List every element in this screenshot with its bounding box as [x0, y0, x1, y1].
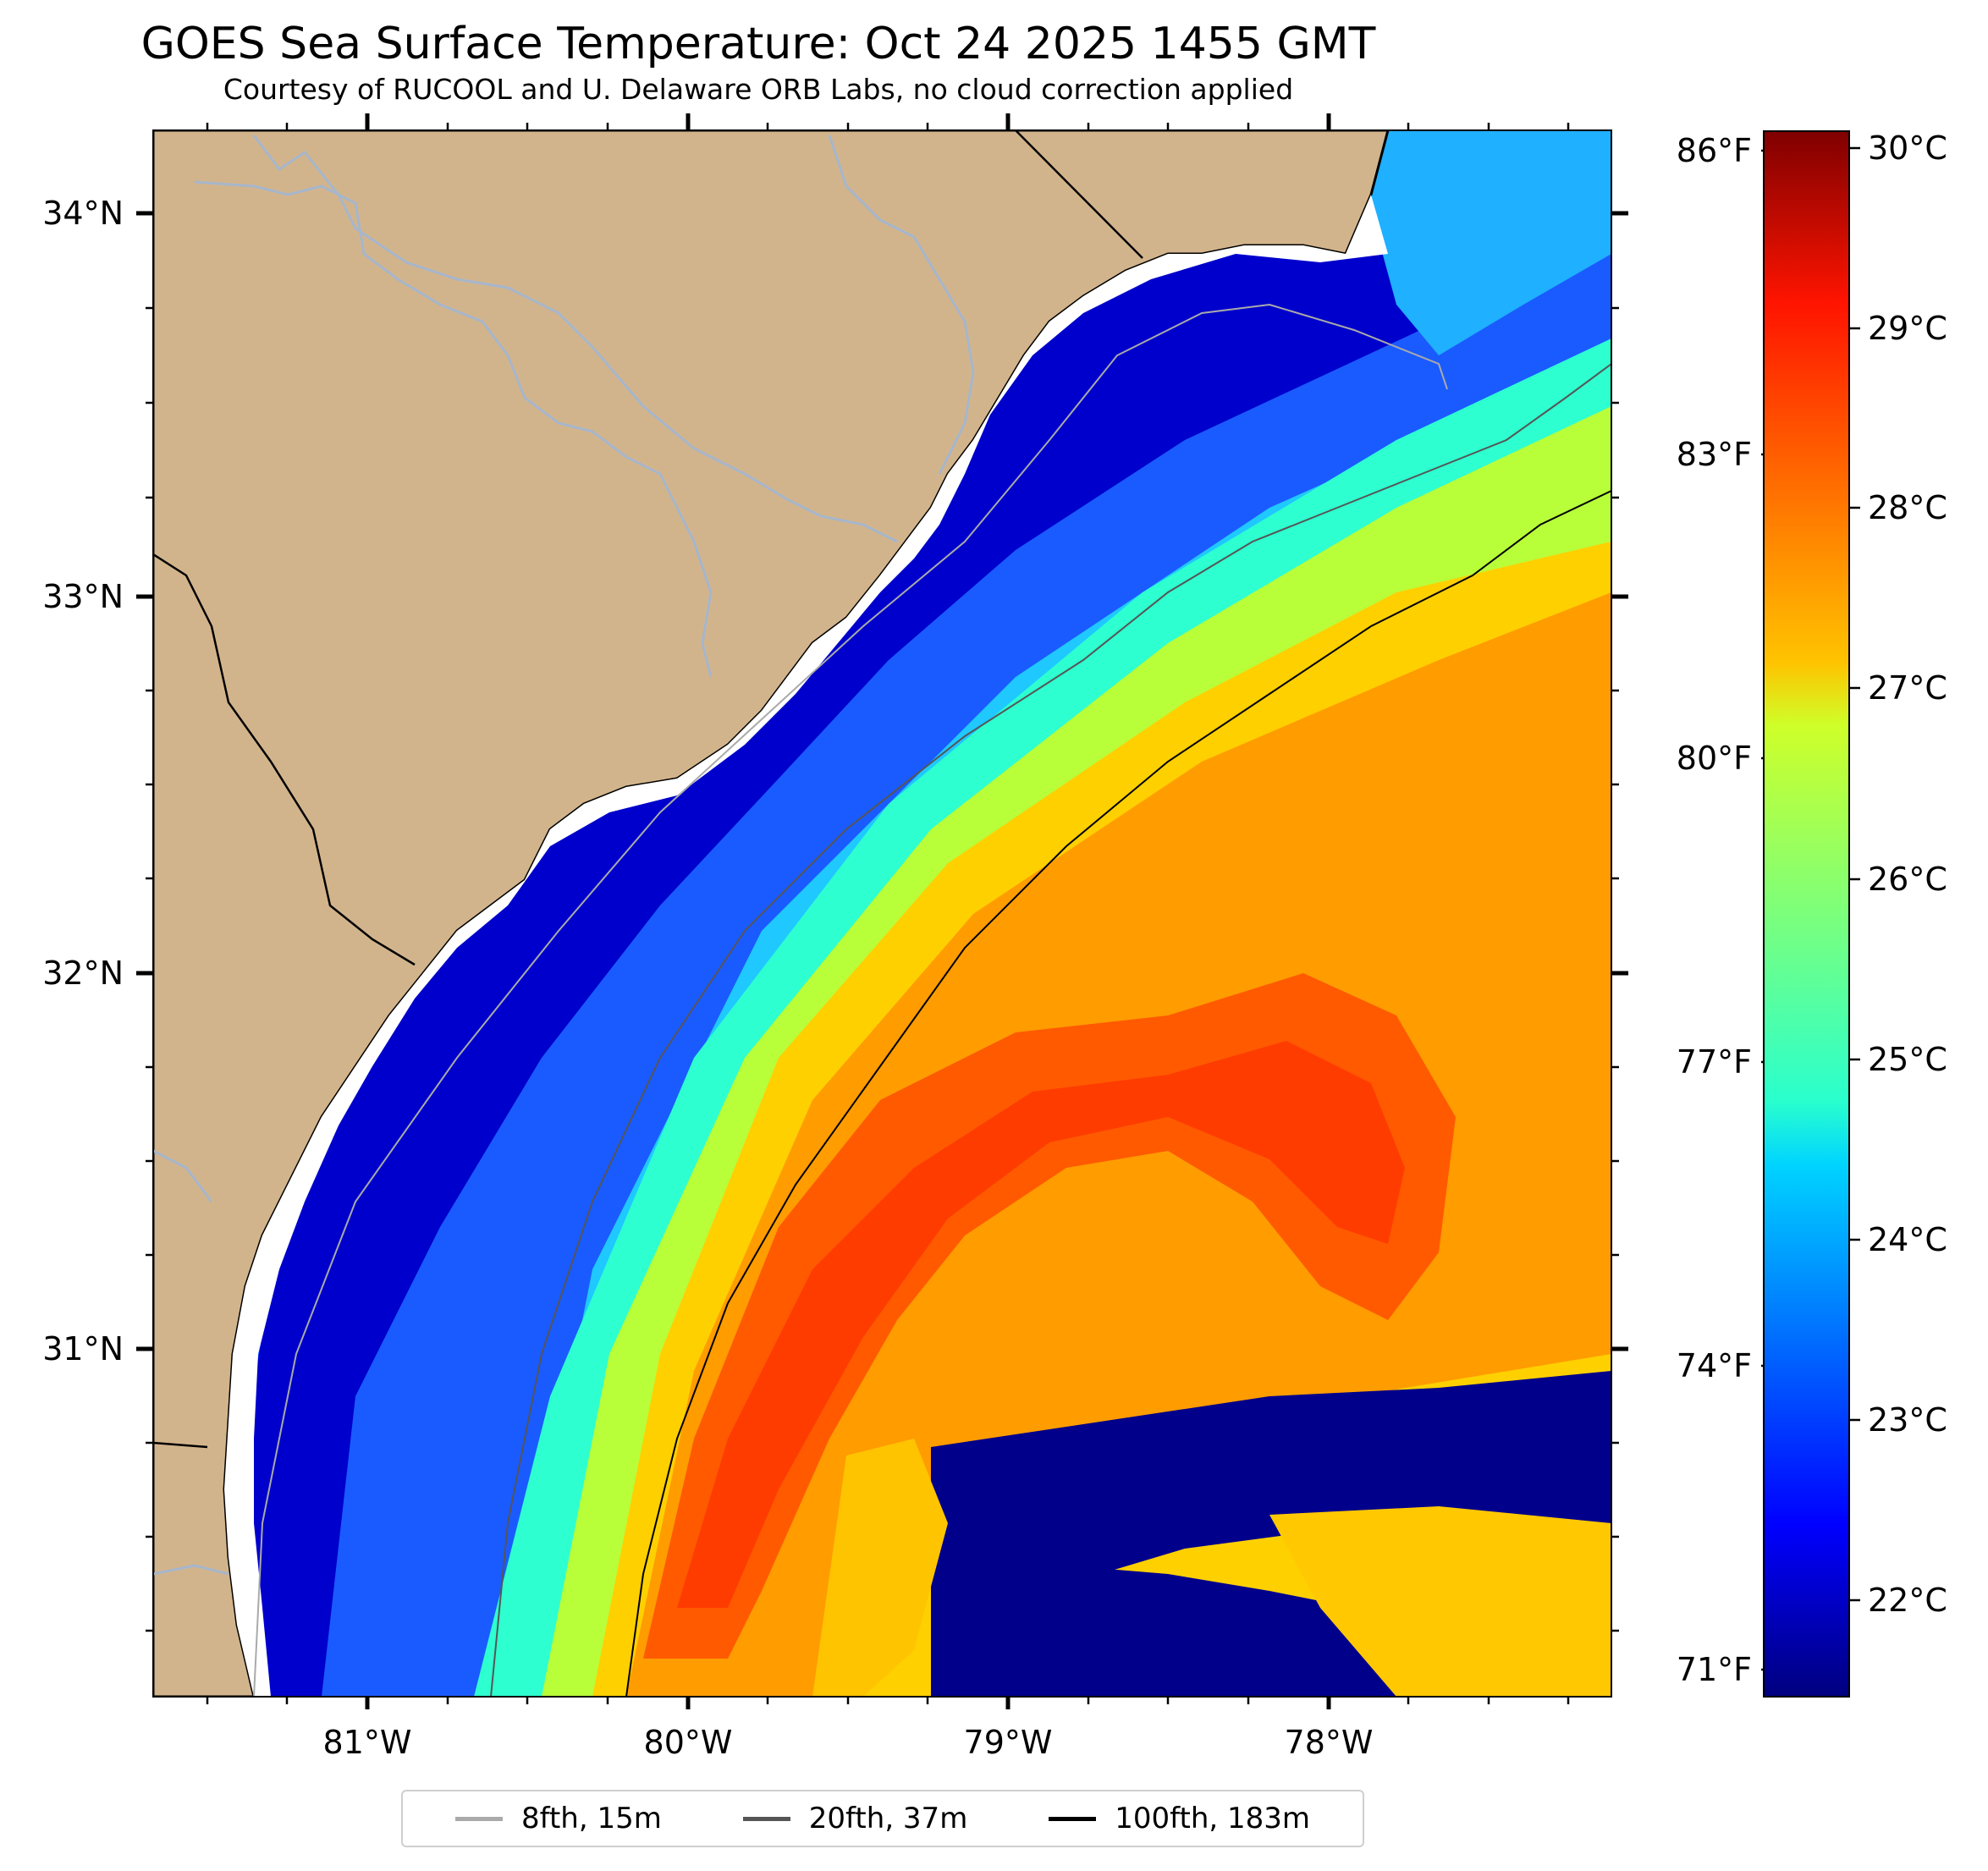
- f-label-80: 80°F: [1677, 740, 1752, 777]
- c-label-25: 25°C: [1868, 1041, 1947, 1078]
- lon-label-79w: 79°W: [964, 1724, 1053, 1761]
- c-label-29: 29°C: [1868, 310, 1947, 347]
- legend-item-20fth: 20fth, 37m: [742, 1802, 968, 1835]
- legend-item-8fth: 8fth, 15m: [454, 1802, 662, 1835]
- lon-minor-ticks: [206, 123, 1570, 1704]
- celsius-ticks: [1849, 146, 1860, 1602]
- lat-label-31n: 31°N: [42, 1330, 124, 1367]
- lon-label-80w: 80°W: [644, 1724, 733, 1761]
- f-label-83: 83°F: [1677, 436, 1752, 473]
- c-label-26: 26°C: [1868, 861, 1947, 898]
- legend-label: 8fth, 15m: [520, 1802, 662, 1835]
- lat-major-ticks: [136, 211, 1628, 1351]
- sst-field: [153, 130, 1611, 1697]
- f-label-86: 86°F: [1677, 132, 1752, 169]
- map-subtitle: Courtesy of RUCOOL and U. Delaware ORB L…: [223, 73, 1294, 106]
- lon-label-81w: 81°W: [323, 1724, 412, 1761]
- map-frame: [152, 129, 1612, 1698]
- c-label-28: 28°C: [1868, 489, 1947, 526]
- legend-label: 20fth, 37m: [808, 1802, 968, 1835]
- legend-line-icon: [454, 1816, 503, 1821]
- f-label-74: 74°F: [1677, 1347, 1752, 1384]
- isobath-legend: 8fth, 15m 20fth, 37m 100fth, 183m: [401, 1790, 1364, 1847]
- legend-item-100fth: 100fth, 183m: [1049, 1802, 1310, 1835]
- lat-label-34n: 34°N: [42, 195, 124, 232]
- lat-label-33n: 33°N: [42, 578, 124, 615]
- legend-line-icon: [742, 1816, 790, 1821]
- colorbar: [1763, 130, 1850, 1698]
- lat-minor-ticks: [146, 306, 1619, 1632]
- c-label-23: 23°C: [1868, 1401, 1947, 1439]
- f-label-77: 77°F: [1677, 1043, 1752, 1081]
- c-label-27: 27°C: [1868, 669, 1947, 707]
- lat-label-32n: 32°N: [42, 955, 124, 992]
- legend-line-icon: [1049, 1816, 1097, 1821]
- c-label-30: 30°C: [1868, 129, 1947, 167]
- c-label-24: 24°C: [1868, 1221, 1947, 1258]
- map-title: GOES Sea Surface Temperature: Oct 24 202…: [140, 19, 1376, 69]
- legend-label: 100fth, 183m: [1115, 1802, 1311, 1835]
- lon-label-78w: 78°W: [1285, 1724, 1374, 1761]
- f-label-71: 71°F: [1677, 1651, 1752, 1688]
- c-label-22: 22°C: [1868, 1582, 1947, 1619]
- rivers: [153, 135, 975, 1576]
- lon-major-ticks: [365, 113, 1331, 1709]
